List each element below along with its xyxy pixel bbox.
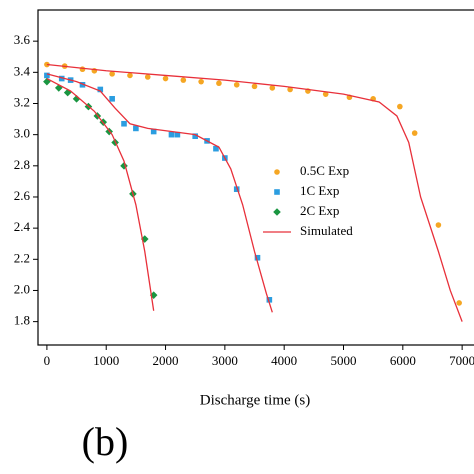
data-point	[150, 128, 157, 135]
legend-label: 1C Exp	[300, 183, 339, 198]
data-point	[58, 75, 65, 82]
data-point	[322, 91, 329, 97]
x-tick-label: 1000	[93, 353, 119, 368]
data-point	[251, 83, 258, 90]
y-tick-label: 2.8	[14, 157, 30, 172]
x-tick-label: 0	[44, 353, 51, 368]
data-point	[79, 81, 86, 88]
data-point	[287, 86, 293, 93]
data-point	[216, 80, 222, 87]
y-tick-label: 2.4	[14, 219, 31, 234]
data-point	[121, 120, 127, 127]
data-point	[192, 133, 198, 140]
data-point	[397, 103, 403, 110]
y-tick-label: 3.2	[14, 94, 30, 109]
data-point	[254, 254, 261, 261]
y-tick-label: 1.8	[14, 313, 30, 328]
data-point	[198, 78, 204, 85]
data-point	[162, 75, 169, 82]
x-tick-label: 5000	[330, 353, 356, 368]
y-tick-label: 3.6	[14, 32, 31, 47]
data-point	[97, 86, 104, 93]
legend-marker	[273, 208, 281, 216]
data-point	[411, 130, 418, 136]
data-point	[109, 96, 115, 102]
y-tick-label: 2.0	[14, 281, 30, 296]
data-point	[233, 186, 240, 192]
data-point	[269, 85, 276, 91]
data-point	[180, 77, 187, 83]
data-point	[435, 222, 442, 228]
data-point	[44, 72, 50, 79]
data-point	[133, 125, 139, 132]
x-tick-label: 2000	[153, 353, 179, 368]
simulated-line	[46, 63, 463, 322]
data-point	[127, 72, 133, 79]
data-point	[109, 71, 115, 77]
data-point	[79, 66, 86, 73]
data-point	[144, 74, 151, 80]
legend-label: Simulated	[300, 223, 353, 238]
legend-marker	[274, 169, 280, 175]
data-point	[456, 300, 462, 306]
data-point	[174, 131, 181, 138]
legend-label: 0.5C Exp	[300, 163, 349, 178]
data-point	[120, 162, 128, 170]
x-axis-label: Discharge time (s)	[200, 392, 311, 408]
data-point	[168, 131, 175, 138]
panel-label: (b)	[82, 419, 129, 464]
plot-frame	[37, 9, 474, 346]
data-point	[233, 81, 240, 88]
data-point	[149, 291, 158, 299]
y-tick-label: 2.6	[14, 188, 31, 203]
x-tick-label: 3000	[212, 353, 238, 368]
data-point	[213, 145, 219, 152]
legend-label: 2C Exp	[300, 203, 339, 218]
x-tick-label: 4000	[271, 353, 297, 368]
x-tick-label: 6000	[390, 353, 416, 368]
y-tick-label: 3.4	[14, 63, 31, 78]
y-tick-label: 3.0	[14, 126, 30, 141]
x-tick-label: 7000	[449, 353, 474, 368]
legend-marker	[274, 189, 280, 195]
y-tick-label: 2.2	[14, 250, 30, 265]
data-point	[266, 297, 273, 303]
